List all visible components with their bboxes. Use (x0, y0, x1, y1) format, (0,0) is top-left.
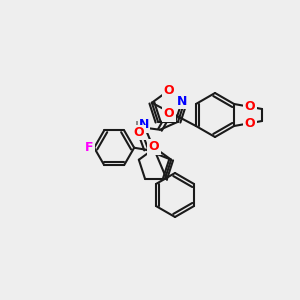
Text: N: N (177, 95, 188, 108)
Text: H: H (135, 121, 145, 131)
Text: O: O (134, 126, 145, 139)
Text: O: O (245, 117, 255, 130)
Text: O: O (164, 83, 174, 97)
Text: F: F (85, 141, 93, 154)
Text: O: O (245, 100, 255, 113)
Text: N: N (139, 118, 149, 131)
Text: O: O (164, 107, 174, 120)
Text: O: O (149, 140, 159, 154)
